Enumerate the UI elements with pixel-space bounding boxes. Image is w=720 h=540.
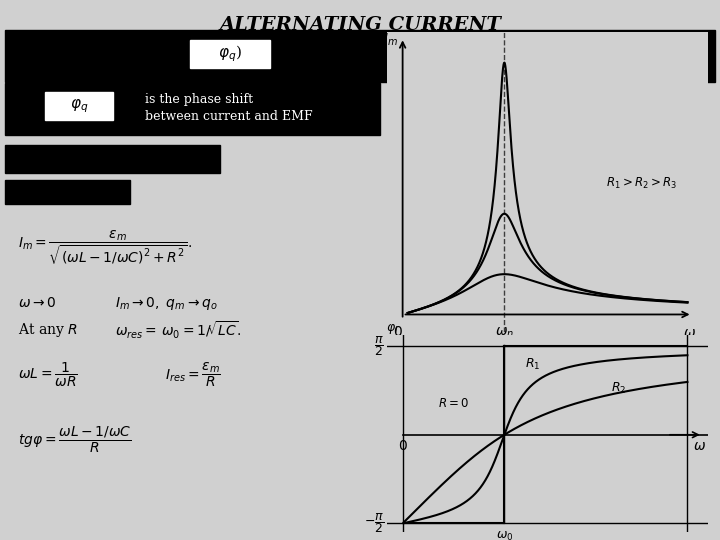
Text: $\omega_{res}{=}\,\omega_0{=}1/\!\sqrt{LC}.$: $\omega_{res}{=}\,\omega_0{=}1/\!\sqrt{L… (115, 319, 241, 341)
Text: $R_1$: $R_1$ (525, 356, 540, 372)
Text: $R_2$: $R_2$ (611, 381, 626, 396)
Text: $\varphi_q$: $\varphi_q$ (70, 97, 89, 115)
Text: $0$: $0$ (392, 325, 402, 339)
Text: between current and EMF: between current and EMF (145, 111, 312, 124)
Text: $0$: $0$ (397, 438, 408, 453)
Text: $\varphi_q$): $\varphi_q$) (218, 44, 242, 64)
Text: ALTERNATING CURRENT: ALTERNATING CURRENT (219, 16, 501, 34)
Text: $I_m{\rightarrow}0, \; q_m{\rightarrow}q_o$: $I_m{\rightarrow}0, \; q_m{\rightarrow}q… (115, 294, 217, 312)
Text: $R_1 > R_2 > R_3$: $R_1 > R_2 > R_3$ (606, 176, 677, 191)
Bar (5, 83, 380, 135)
Bar (5, 30, 715, 82)
Text: $\dfrac{\pi}{2}$: $\dfrac{\pi}{2}$ (374, 334, 384, 358)
Text: $I_{res} = \dfrac{\varepsilon_m}{R}$: $I_{res} = \dfrac{\varepsilon_m}{R}$ (165, 361, 221, 389)
Text: $\omega_0$: $\omega_0$ (495, 530, 513, 540)
Text: is the phase shift: is the phase shift (145, 93, 253, 106)
Text: $\omega$: $\omega$ (693, 438, 706, 453)
Text: $\varphi_I$: $\varphi_I$ (386, 322, 399, 336)
Text: $\omega L = \dfrac{1}{\omega R}$: $\omega L = \dfrac{1}{\omega R}$ (18, 361, 78, 389)
Text: $I_m = \dfrac{\varepsilon_m}{\sqrt{(\omega L - 1/\omega C)^2 + R^2}}.$: $I_m = \dfrac{\varepsilon_m}{\sqrt{(\ome… (18, 229, 192, 267)
Text: $I_m$: $I_m$ (383, 31, 398, 48)
Bar (5, 180, 130, 204)
Text: $\omega_n$: $\omega_n$ (495, 326, 514, 340)
Text: $R = 0$: $R = 0$ (438, 397, 469, 410)
Text: At any $R$: At any $R$ (18, 321, 78, 339)
Text: $-\dfrac{\pi}{2}$: $-\dfrac{\pi}{2}$ (364, 511, 384, 535)
Text: $tg\varphi = \dfrac{\omega L - 1/\omega C}{R}$: $tg\varphi = \dfrac{\omega L - 1/\omega … (18, 425, 132, 455)
Bar (45, 92, 113, 120)
Bar (5, 145, 220, 173)
Bar (410, 40, 480, 68)
Text: $\omega \rightarrow 0$: $\omega \rightarrow 0$ (18, 296, 56, 310)
Text: $\omega$: $\omega$ (683, 326, 696, 340)
Text: $\varphi_q$: $\varphi_q$ (436, 45, 454, 63)
Bar (190, 40, 270, 68)
